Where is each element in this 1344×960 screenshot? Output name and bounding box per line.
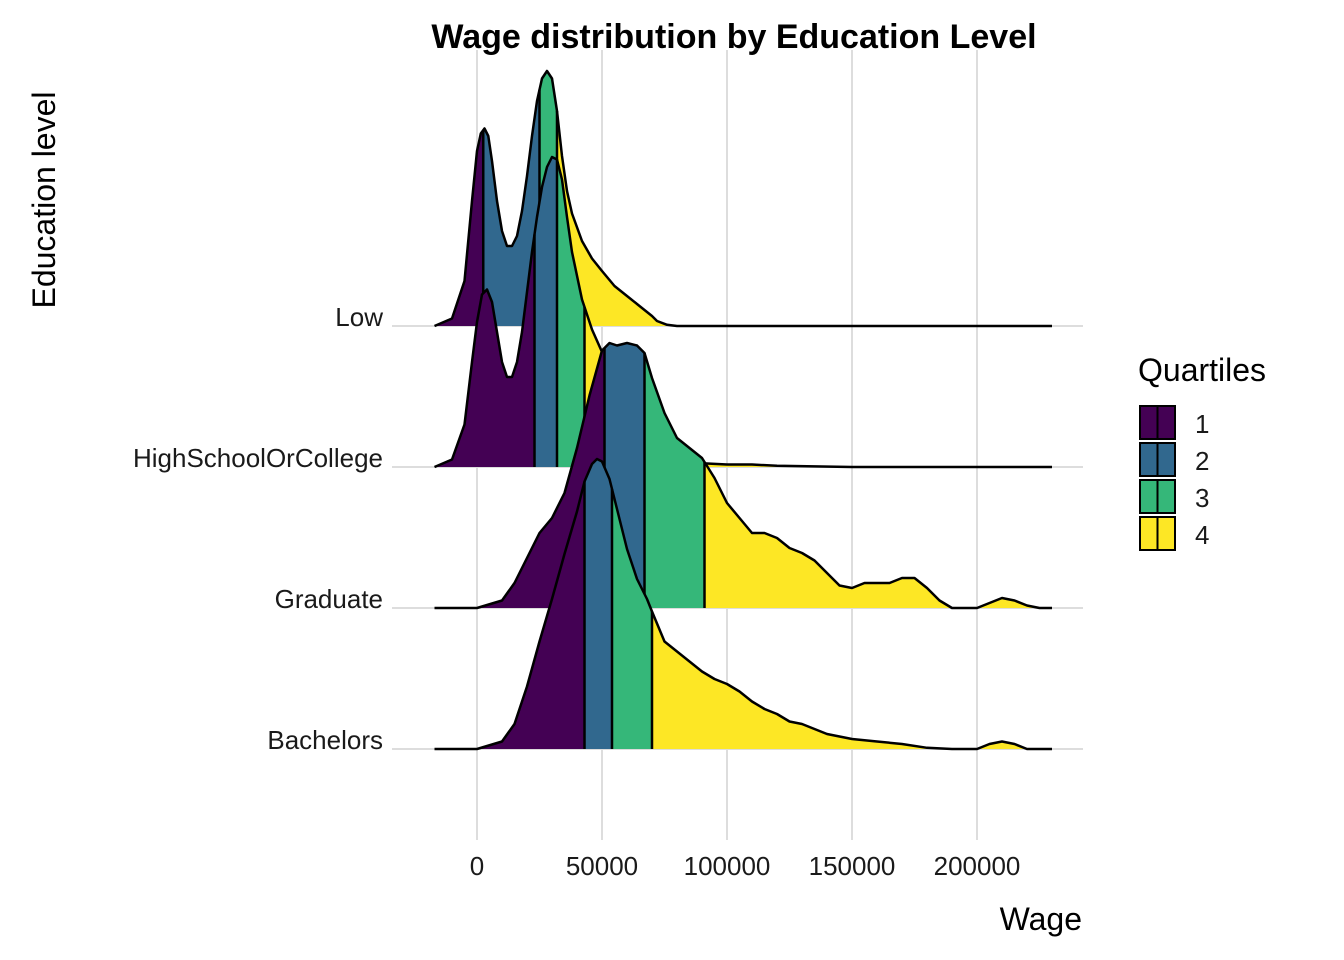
legend-items: 1 2 3 4 bbox=[1139, 405, 1209, 551]
ridge-bachelors bbox=[434, 457, 1052, 751]
quartile-2-area bbox=[534, 157, 557, 467]
legend: Quartiles 1 2 3 4 bbox=[1138, 352, 1266, 551]
quartile-1-area bbox=[434, 348, 605, 608]
legend-label: 2 bbox=[1195, 446, 1209, 476]
y-axis-ticks: Low HighSchoolOrCollege Graduate Bachelors bbox=[133, 302, 383, 755]
y-axis-title: Education level bbox=[26, 91, 62, 308]
x-tick-label: 100000 bbox=[684, 851, 771, 881]
x-tick-label: 200000 bbox=[934, 851, 1021, 881]
x-tick-label: 0 bbox=[470, 851, 484, 881]
quartile-4-area bbox=[704, 462, 1052, 608]
legend-label: 4 bbox=[1195, 520, 1209, 550]
x-axis-ticks: 0 50000 100000 150000 200000 bbox=[470, 851, 1021, 881]
quartile-2-area bbox=[483, 89, 540, 326]
density-outline bbox=[434, 341, 1052, 610]
quartile-1-area bbox=[434, 481, 585, 749]
x-tick-label: 150000 bbox=[809, 851, 896, 881]
legend-item-4: 4 bbox=[1139, 516, 1209, 551]
quartile-2-area bbox=[584, 459, 612, 749]
quartile-4-area bbox=[652, 611, 1052, 749]
legend-title: Quartiles bbox=[1138, 352, 1266, 388]
x-tick-label: 50000 bbox=[566, 851, 638, 881]
y-tick-label-bachelors: Bachelors bbox=[267, 725, 383, 755]
y-tick-label-high-school-or-college: HighSchoolOrCollege bbox=[133, 443, 383, 473]
legend-label: 1 bbox=[1195, 409, 1209, 439]
quartile-3-area bbox=[557, 159, 585, 467]
y-tick-label-low: Low bbox=[335, 302, 383, 332]
legend-item-1: 1 bbox=[1139, 405, 1209, 440]
legend-item-3: 3 bbox=[1139, 479, 1209, 514]
legend-item-2: 2 bbox=[1139, 442, 1209, 477]
legend-label: 3 bbox=[1195, 483, 1209, 513]
x-axis-title: Wage bbox=[1000, 901, 1082, 937]
ridge-graduate bbox=[434, 341, 1052, 610]
chart-title: Wage distribution by Education Level bbox=[431, 18, 1036, 56]
quartile-1-area bbox=[434, 130, 484, 326]
quartile-4-area bbox=[557, 111, 1052, 326]
quartile-3-area bbox=[612, 489, 652, 749]
quartile-1-area bbox=[434, 234, 535, 467]
density-outline bbox=[434, 457, 1052, 751]
density-outline bbox=[434, 69, 1052, 328]
y-tick-label-graduate: Graduate bbox=[275, 584, 383, 614]
ridges bbox=[434, 69, 1052, 751]
quartile-3-area bbox=[644, 353, 705, 608]
